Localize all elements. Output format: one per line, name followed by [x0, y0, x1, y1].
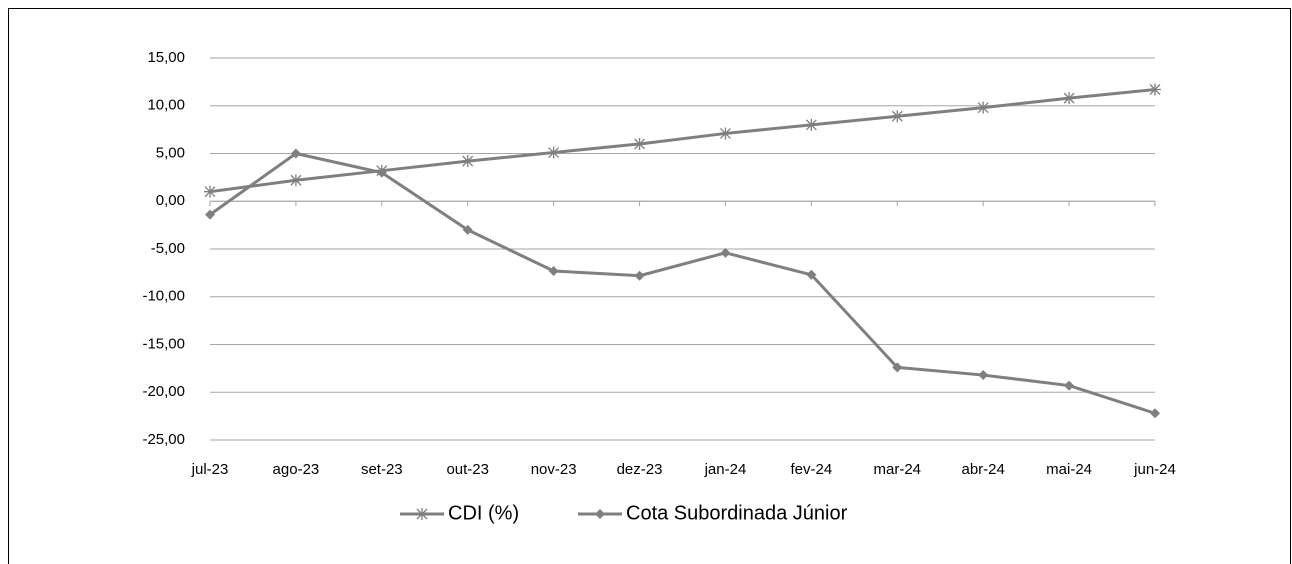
marker: [719, 127, 732, 140]
marker: [1063, 92, 1076, 105]
marker: [805, 118, 818, 131]
x-tick-label: jan-24: [704, 461, 747, 478]
marker: [548, 265, 559, 276]
marker: [1064, 380, 1075, 391]
marker: [416, 508, 428, 520]
y-tick-label: -15,00: [142, 335, 185, 352]
x-tick-label: fev-24: [791, 461, 833, 478]
y-tick-label: 15,00: [147, 49, 185, 66]
y-tick-label: 5,00: [156, 144, 185, 161]
legend-label: CDI (%): [448, 502, 519, 524]
marker: [806, 269, 817, 280]
series-line: [209, 88, 1156, 194]
x-tick-label: mar-24: [874, 461, 922, 478]
marker: [204, 185, 216, 198]
marker: [892, 362, 903, 373]
x-tick-label: out-23: [446, 461, 489, 478]
marker: [595, 509, 605, 519]
marker: [376, 167, 387, 178]
x-tick-label: nov-23: [531, 461, 577, 478]
y-tick-label: -10,00: [142, 288, 185, 305]
x-tick-label: ago-23: [273, 461, 320, 478]
marker: [547, 146, 560, 159]
series-line: [209, 152, 1156, 415]
x-tick-label: abr-24: [962, 461, 1005, 478]
x-tick-label: dez-23: [617, 461, 663, 478]
marker: [634, 270, 645, 281]
marker: [461, 155, 474, 168]
marker: [289, 174, 302, 187]
marker: [462, 224, 473, 235]
x-tick-label: jul-23: [191, 461, 229, 478]
legend-label: Cota Subordinada Júnior: [626, 502, 848, 524]
marker: [977, 101, 990, 114]
y-tick-label: -5,00: [151, 240, 185, 257]
x-tick-label: jun-24: [1133, 461, 1176, 478]
marker: [205, 209, 215, 220]
y-tick-label: -25,00: [142, 431, 185, 448]
marker: [978, 370, 989, 381]
marker: [290, 148, 301, 159]
marker: [891, 110, 904, 123]
chart-frame: [8, 8, 1291, 564]
marker: [1150, 408, 1160, 419]
marker: [633, 137, 646, 150]
y-tick-label: -20,00: [142, 383, 185, 400]
marker: [1149, 83, 1161, 96]
y-tick-label: 10,00: [147, 97, 185, 114]
x-tick-label: mai-24: [1046, 461, 1092, 478]
x-tick-label: set-23: [361, 461, 403, 478]
marker: [720, 247, 731, 258]
y-tick-label: 0,00: [156, 192, 185, 209]
